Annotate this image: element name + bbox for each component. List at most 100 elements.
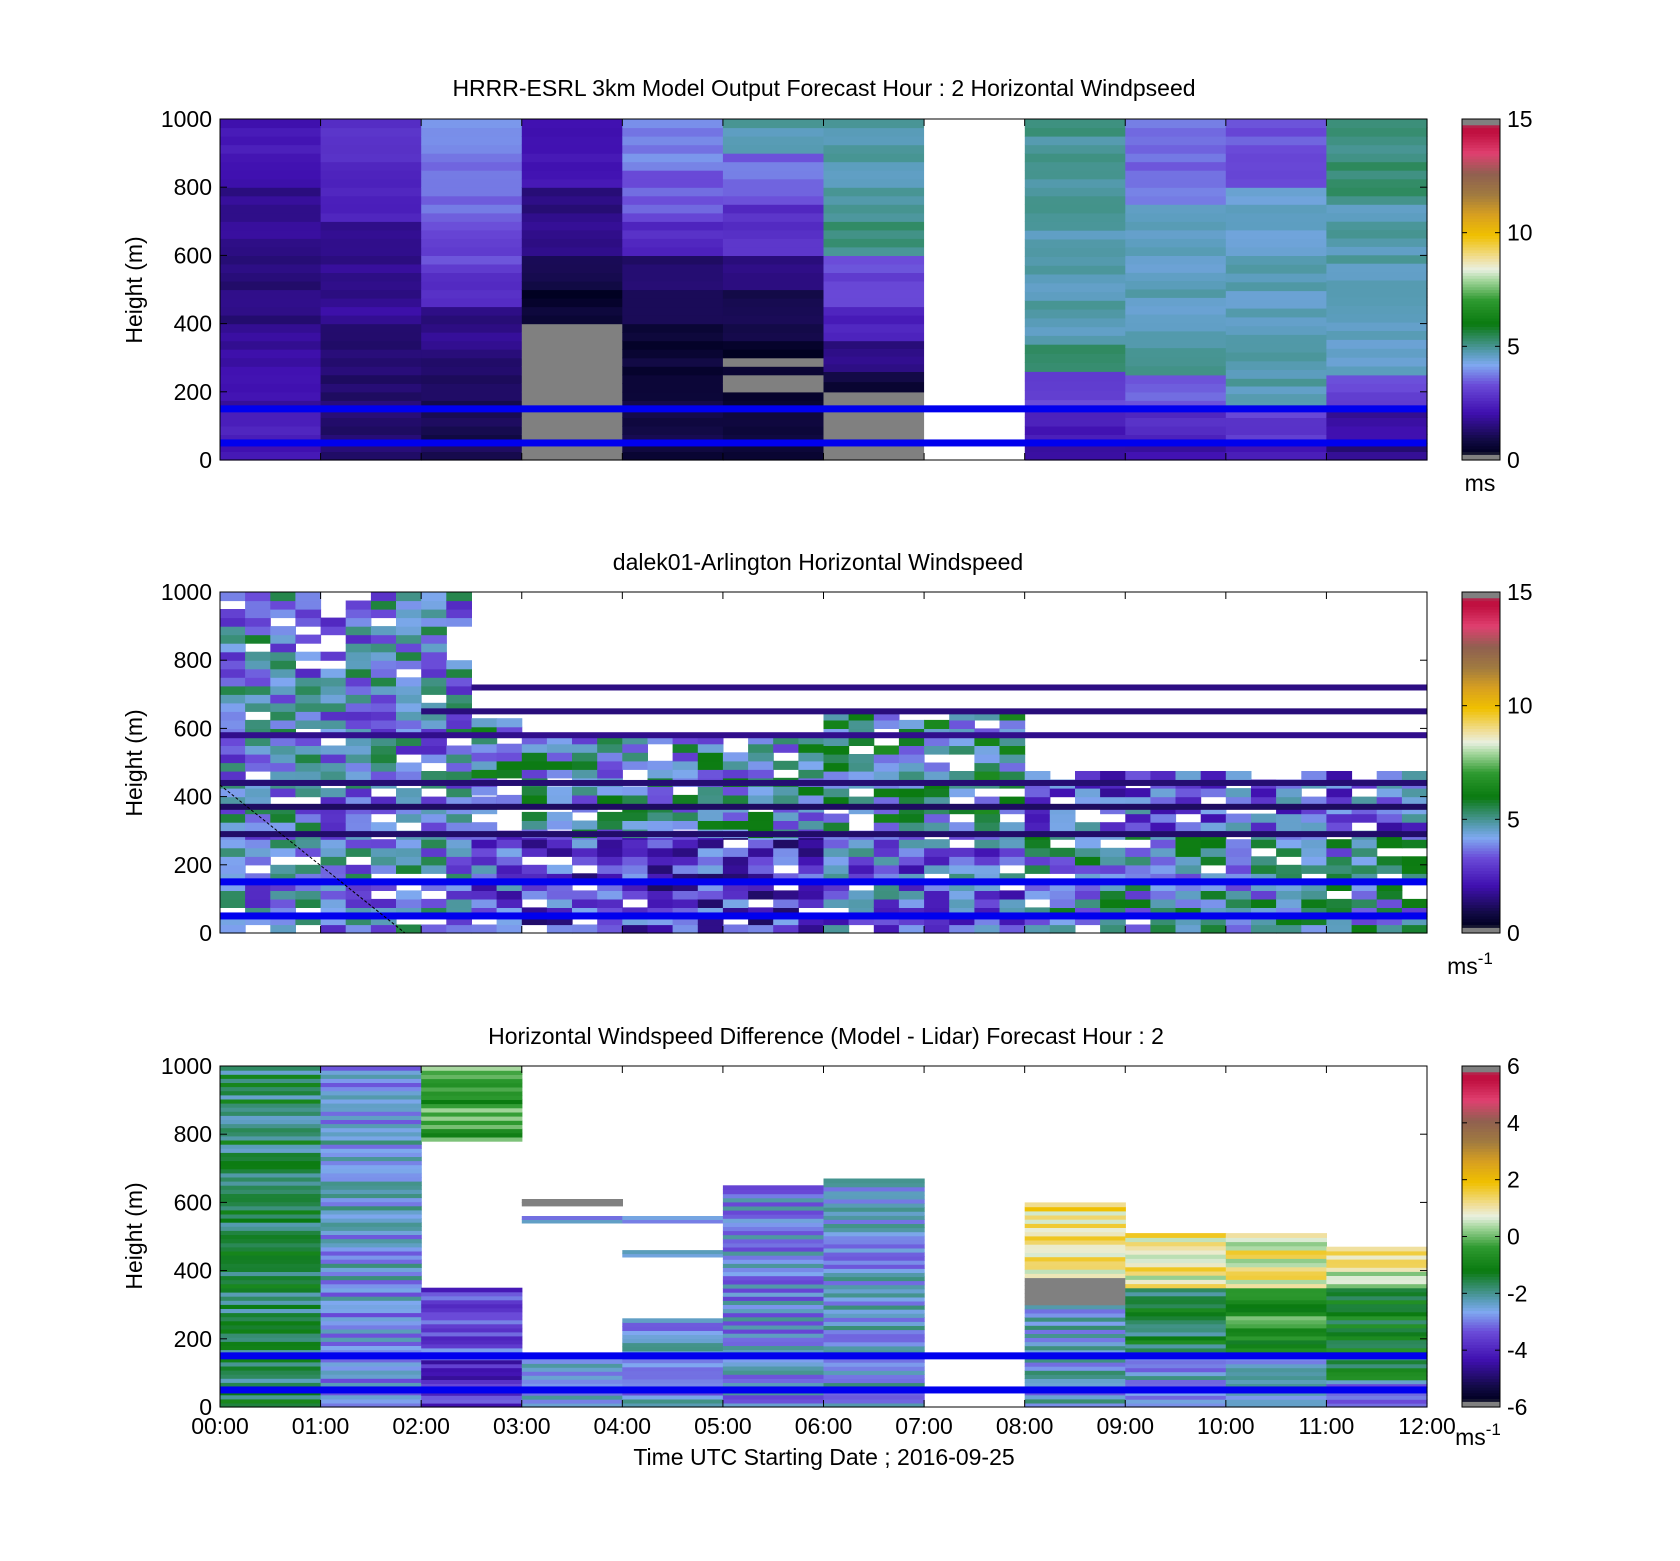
heatmap-cell	[672, 839, 699, 849]
colorbar-tick-label: 5	[1507, 333, 1520, 359]
heatmap-cell	[1326, 357, 1428, 367]
heatmap-cell	[421, 442, 523, 452]
heatmap-cell	[873, 916, 900, 926]
heatmap-cell	[697, 856, 724, 866]
heatmap-cell	[1125, 288, 1227, 298]
heatmap-cell	[999, 745, 1026, 755]
heatmap-cell	[320, 383, 422, 393]
heatmap-cell	[320, 400, 422, 410]
colorbar-segment	[1462, 694, 1500, 698]
heatmap-cell	[421, 677, 447, 687]
colorbar-unit: ms	[1465, 470, 1496, 496]
colorbar-segment	[1462, 1364, 1500, 1368]
heatmap-cell	[722, 119, 825, 129]
heatmap-cell	[1351, 796, 1378, 806]
heatmap-cell	[370, 796, 397, 806]
heatmap-cell	[823, 363, 925, 372]
heatmap-cell	[220, 400, 322, 410]
heatmap-cell	[320, 1324, 422, 1330]
heatmap-cell	[421, 1074, 523, 1080]
heatmap-cell	[546, 769, 573, 779]
heatmap-cell	[1326, 246, 1428, 256]
colorbar-segment	[1462, 150, 1500, 154]
heatmap-cell	[220, 1345, 322, 1351]
heatmap-cell	[898, 796, 925, 806]
heatmap-cell	[974, 898, 1001, 908]
reference-lines	[220, 405, 1427, 447]
heatmap-cell	[521, 204, 623, 214]
heatmap-cell	[622, 1366, 724, 1372]
heatmap-cell	[848, 864, 875, 874]
heatmap-cell	[320, 1164, 422, 1170]
heatmap-cell	[672, 743, 699, 753]
heatmap-cell	[1175, 881, 1202, 891]
colorbar-segment	[1462, 1242, 1500, 1246]
heatmap-cell	[1376, 864, 1403, 874]
heatmap-cell	[722, 366, 825, 376]
colorbar-segment	[1462, 1401, 1500, 1405]
heatmap-cell	[1225, 1283, 1327, 1289]
heatmap-cell	[1225, 1315, 1327, 1321]
heatmap-cell	[1125, 417, 1227, 427]
heatmap-cell	[220, 643, 246, 653]
heatmap-cell	[270, 677, 296, 687]
heatmap-cell	[1326, 788, 1353, 798]
heatmap-cell	[823, 1309, 925, 1314]
heatmap-cell	[722, 769, 749, 779]
heatmap-cell	[1326, 813, 1353, 823]
y-axis-label: Height (m)	[121, 709, 147, 816]
heatmap-cell	[572, 873, 598, 883]
heatmap-cell	[320, 762, 347, 772]
heatmap-cell	[1024, 1382, 1126, 1388]
heatmap-cell	[1049, 907, 1076, 917]
heatmap-cell	[1225, 1303, 1327, 1309]
colorbar-segment	[1462, 326, 1500, 330]
colorbar-segment	[1462, 1171, 1500, 1175]
heatmap-cell	[823, 371, 925, 383]
heatmap-cell	[1326, 178, 1428, 188]
heatmap-cell	[1276, 873, 1302, 883]
heatmap-cell	[220, 1111, 322, 1116]
heatmap-cell	[220, 1078, 322, 1083]
heatmap-cell	[974, 771, 1001, 781]
heatmap-cell	[1125, 347, 1227, 358]
colorbar-segment	[1462, 1134, 1500, 1138]
colorbar-segment	[1462, 420, 1500, 424]
heatmap-cell	[1200, 813, 1227, 823]
x-axis-label: Time UTC Starting Date ; 2016-09-25	[633, 1444, 1014, 1470]
colorbar-segment	[1462, 300, 1500, 305]
heatmap-cell	[1125, 1403, 1227, 1408]
heatmap-cell	[773, 839, 799, 849]
heatmap-cell	[622, 1338, 724, 1344]
heatmap-cell	[220, 762, 246, 772]
heatmap-cell	[345, 609, 372, 619]
heatmap-cell	[320, 1304, 422, 1309]
heatmap-cell	[999, 839, 1026, 849]
heatmap-cell	[823, 762, 850, 772]
x-tick-label: 11:00	[1298, 1413, 1354, 1439]
colorbar-segment	[1462, 748, 1500, 752]
heatmap-cell	[722, 340, 825, 350]
heatmap-cell	[572, 856, 598, 866]
heatmap-cell	[446, 873, 472, 883]
heatmap-cell	[1024, 1210, 1126, 1216]
heatmap-cell	[823, 1178, 925, 1184]
colorbar-segment	[1462, 742, 1500, 747]
heatmap-cell	[924, 788, 950, 798]
heatmap-cell	[848, 839, 875, 849]
heatmap-cell	[1200, 907, 1227, 917]
heatmap-cell	[1175, 856, 1202, 866]
heatmap-cell	[1251, 898, 1277, 908]
heatmap-cell	[748, 856, 774, 866]
heatmap-cell	[295, 634, 322, 644]
heatmap-cell	[1024, 1252, 1126, 1258]
heatmap-cell	[245, 745, 271, 755]
heatmap-cell	[1024, 238, 1126, 249]
colorbar-segment	[1462, 847, 1500, 852]
colorbar-segment	[1462, 357, 1500, 362]
heatmap-cell	[421, 221, 523, 231]
heatmap-cell	[421, 1291, 523, 1297]
heatmap-cell	[546, 881, 573, 891]
colorbar-segment	[1462, 255, 1500, 259]
